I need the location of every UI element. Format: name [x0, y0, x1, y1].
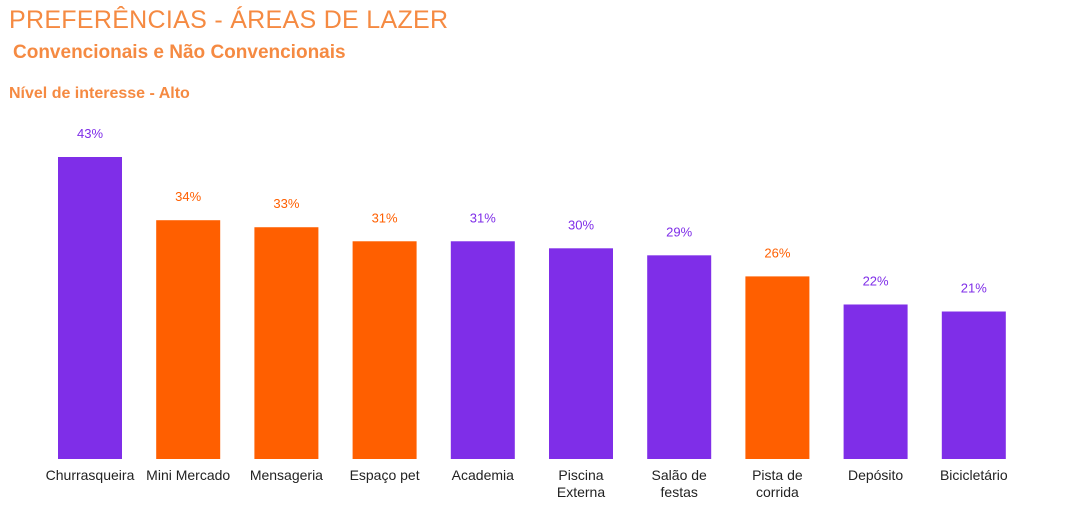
value-label-8: 22% [863, 273, 889, 288]
category-label-9: Bicicletário [940, 467, 1008, 483]
category-label-3: Espaço pet [350, 467, 420, 483]
category-label-5: Piscina Externa [557, 467, 605, 500]
bar-7 [745, 276, 810, 459]
bar-5 [549, 248, 613, 459]
value-label-0: 43% [77, 126, 103, 141]
value-label-6: 29% [666, 224, 692, 239]
bar-4 [450, 241, 515, 459]
category-label-8: Depósito [848, 467, 903, 483]
value-label-3: 31% [372, 210, 398, 225]
category-label-1: Mini Mercado [146, 467, 230, 483]
bar-8 [843, 304, 908, 459]
bar-6 [647, 255, 712, 459]
section-title: Nível de interesse - Alto [9, 85, 190, 102]
bar-9 [941, 311, 1006, 459]
bar-2 [254, 227, 319, 459]
value-label-4: 31% [470, 210, 496, 225]
value-label-1: 34% [175, 189, 201, 204]
page-subtitle: Convencionais e Não Convencionais [13, 42, 346, 63]
category-label-2: Mensageria [250, 467, 323, 483]
value-label-9: 21% [961, 281, 987, 296]
value-label-7: 26% [764, 245, 790, 260]
bar-0 [58, 157, 122, 459]
category-label-7: Pista de corrida [752, 467, 803, 500]
value-label-5: 30% [568, 217, 594, 232]
category-label-0: Churrasqueira [46, 467, 135, 483]
value-label-2: 33% [273, 196, 299, 211]
page-title: PREFERÊNCIAS - ÁREAS DE LAZER [9, 6, 449, 34]
category-label-4: Academia [452, 467, 514, 483]
category-label-6: Salão de festas [652, 467, 707, 500]
bar-3 [352, 241, 417, 459]
bar-1 [156, 220, 221, 459]
